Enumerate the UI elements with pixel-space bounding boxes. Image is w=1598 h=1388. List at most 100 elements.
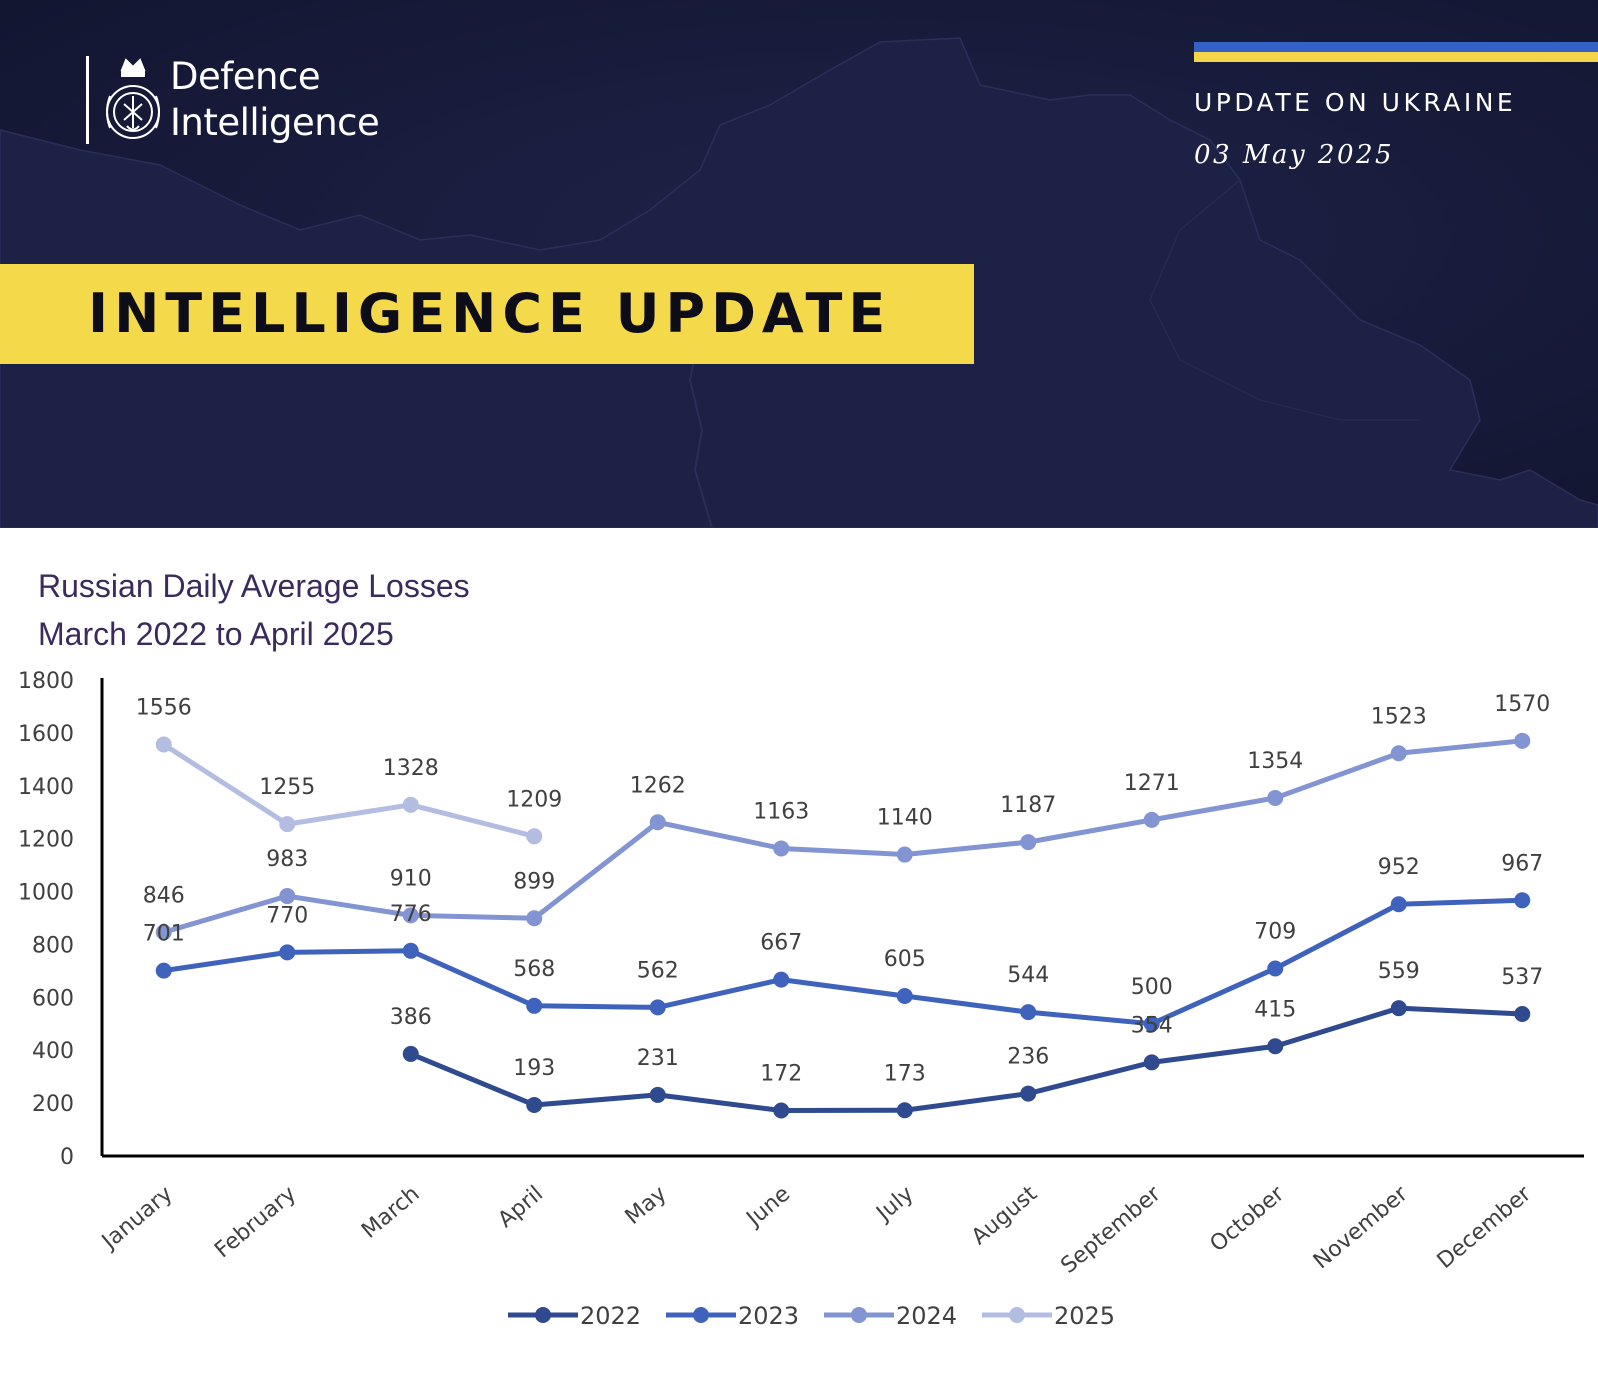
data-point [1390,896,1407,913]
legend-item-2025: 2025 [982,1302,1115,1330]
x-tick-label: September [1056,1181,1166,1279]
data-point [773,971,790,988]
logo-divider [86,56,89,144]
data-point [1267,1038,1284,1055]
data-point [649,999,666,1016]
ministry-crest-icon [106,58,160,139]
y-tick-label: 1200 [18,828,74,853]
data-point [279,888,296,905]
logo-text-intelligence: Intelligence [170,101,380,144]
data-point [279,944,296,961]
y-tick-label: 1800 [18,669,74,694]
y-tick-label: 1400 [18,775,74,800]
x-tick-label: April [494,1181,549,1232]
data-label: 1255 [259,775,315,800]
x-axis-ticks: January February March April May June July Augu… [96,1181,1537,1279]
chart-axes [100,678,1584,1158]
data-point [526,997,543,1014]
data-point [1020,1004,1037,1021]
series-line [162,742,535,839]
data-point [155,962,172,979]
data-point [1020,834,1037,851]
data-label: 846 [143,883,185,908]
legend-item-2023: 2023 [666,1302,799,1330]
data-label: 537 [1501,965,1543,990]
y-tick-label: 1600 [18,722,74,747]
data-point [1020,1085,1037,1102]
x-tick-label: February [210,1181,301,1263]
data-label: 967 [1501,851,1543,876]
data-point [649,814,666,831]
data-label: 1187 [1000,793,1056,818]
data-point [1267,789,1284,806]
data-label: 1262 [630,773,686,798]
data-label: 709 [1254,920,1296,945]
data-label: 667 [760,931,802,956]
data-point [402,796,419,813]
y-tick-label: 600 [32,986,74,1011]
data-point [1390,745,1407,762]
x-tick-label: October [1206,1181,1290,1257]
data-label: 568 [513,957,555,982]
data-point [773,840,790,857]
data-label: 1163 [753,799,809,824]
y-axis-ticks: 0 200 400 600 800 1000 1200 1400 1600 1800 [18,669,74,1170]
data-point [155,924,172,941]
data-point [402,907,419,924]
chart-subtitle: March 2022 to April 2025 [38,616,394,652]
data-point [1514,892,1531,909]
data-point [1514,732,1531,749]
data-label: 1556 [136,696,192,721]
legend-marker [1009,1307,1025,1323]
data-label: 770 [266,903,308,928]
x-tick-label: August [967,1181,1042,1250]
data-point [526,910,543,927]
banner-title: INTELLIGENCE UPDATE [88,282,892,345]
data-label: 1570 [1494,692,1550,717]
chart-title: Russian Daily Average Losses [38,568,470,604]
series-lines [155,732,1531,1119]
x-tick-label: March [357,1181,424,1243]
chart-panel: Russian Daily Average Losses March 2022 … [0,528,1598,1388]
series-2023 [155,892,1531,1032]
data-label: 354 [1131,1013,1173,1038]
data-labels: 386 193 231 172 173 236 354 415 559 537 701 770 776 5… [136,692,1551,1087]
series-line [163,897,1523,1027]
data-point [526,828,543,845]
legend-label: 2022 [580,1302,641,1330]
legend-item-2024: 2024 [824,1302,957,1330]
series-2025 [155,736,543,845]
data-label: 899 [513,869,555,894]
legend-label: 2025 [1054,1302,1115,1330]
legend-item-2022: 2022 [508,1302,641,1330]
update-date: 03 May 2025 [1194,140,1395,170]
legend-marker [693,1307,709,1323]
data-label: 544 [1007,963,1049,988]
data-label: 1140 [877,806,933,831]
legend-marker [535,1307,551,1323]
data-label: 172 [760,1062,802,1087]
data-label: 910 [390,866,432,891]
intelligence-update-banner: INTELLIGENCE UPDATE [0,264,974,364]
data-label: 605 [884,947,926,972]
data-label: 1523 [1371,704,1427,729]
data-point [896,846,913,863]
data-point [279,816,296,833]
data-label: 701 [143,922,185,947]
data-point [773,1102,790,1119]
x-tick-label: January [96,1181,177,1255]
data-label: 559 [1378,959,1420,984]
data-point [896,988,913,1005]
ukraine-flag-stripe [1194,42,1598,62]
data-label: 776 [390,902,432,927]
flag-yellow-stripe [1194,52,1598,62]
series-line [409,1005,1523,1114]
series-2022 [402,1000,1531,1119]
header-banner: Defence Intelligence UPDATE ON UKRAINE 0… [0,0,1598,528]
line-chart: 0 200 400 600 800 1000 1200 1400 1600 1800 Januar… [18,669,1584,1330]
data-label: 952 [1378,855,1420,880]
data-label: 500 [1131,975,1173,1000]
series-2024 [155,732,1531,941]
logo-text-defence: Defence [170,55,321,98]
data-point [1143,811,1160,828]
